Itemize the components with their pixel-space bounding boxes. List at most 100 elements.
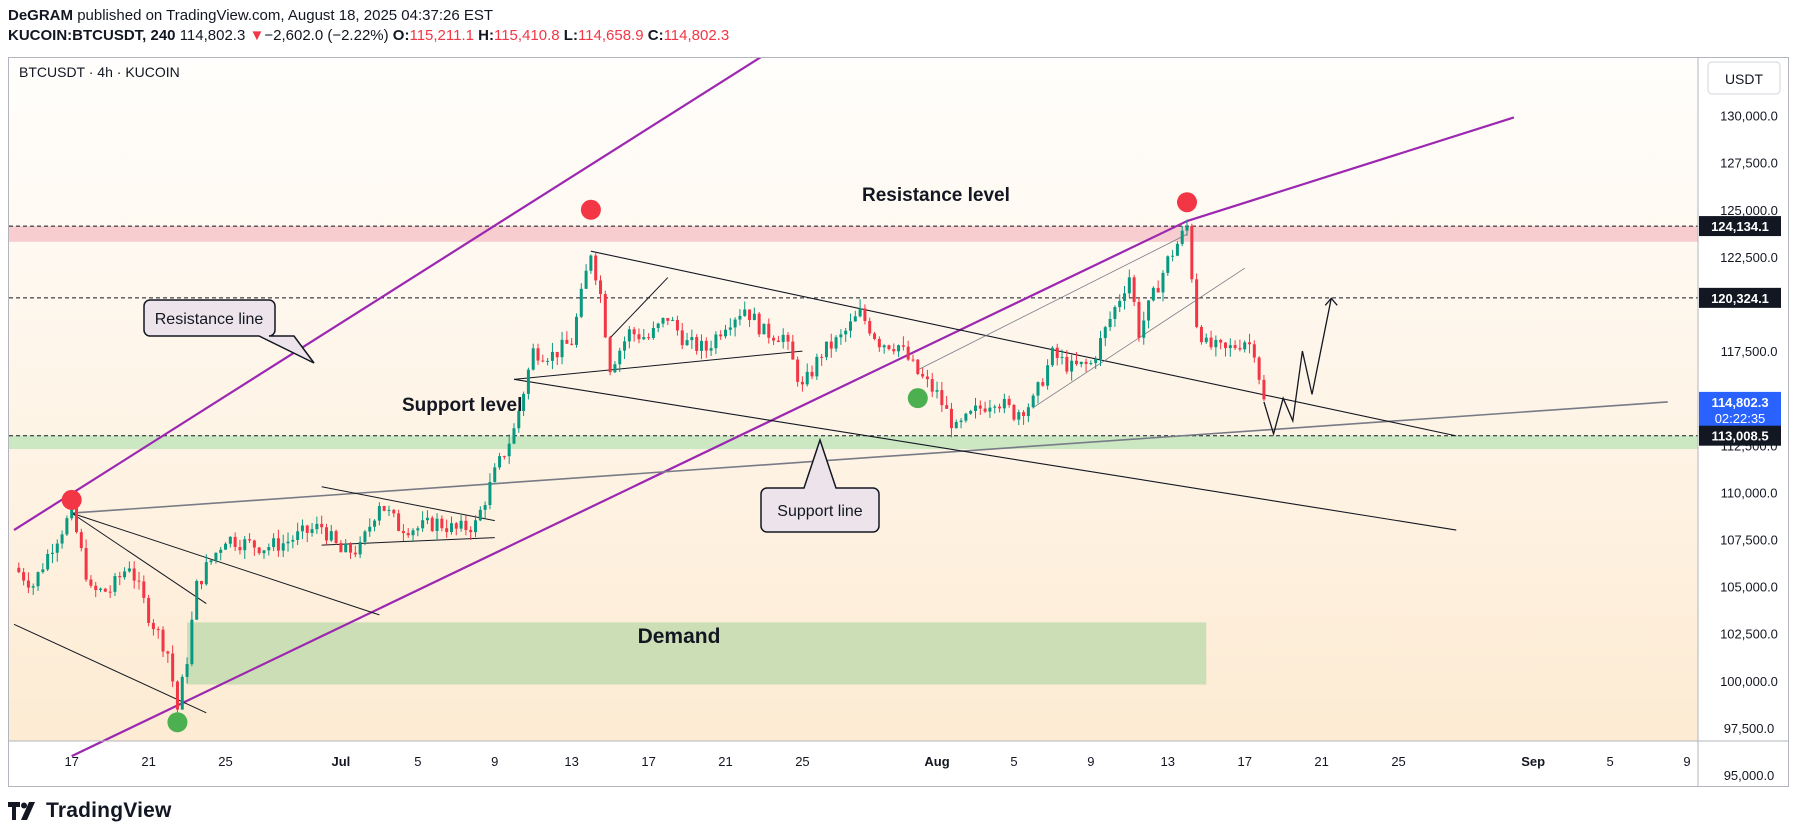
candle[interactable] <box>1151 286 1155 302</box>
candle[interactable] <box>849 313 852 338</box>
candle[interactable] <box>1094 356 1098 370</box>
candle[interactable] <box>1074 351 1078 366</box>
candle[interactable] <box>988 399 992 418</box>
candle[interactable] <box>517 409 521 433</box>
candle[interactable] <box>1050 346 1054 368</box>
candle[interactable] <box>1055 343 1059 366</box>
candle[interactable] <box>166 650 170 663</box>
candle[interactable] <box>401 524 405 542</box>
candle[interactable] <box>118 571 122 586</box>
candle[interactable] <box>1252 340 1256 363</box>
candle[interactable] <box>613 361 617 374</box>
candle[interactable] <box>272 533 276 552</box>
early-down-line-2[interactable] <box>13 623 207 714</box>
candle[interactable] <box>214 552 218 564</box>
candle[interactable] <box>536 343 540 365</box>
candle[interactable] <box>1079 361 1083 368</box>
candle[interactable] <box>685 332 689 346</box>
candle[interactable] <box>805 363 809 387</box>
candle[interactable] <box>810 365 814 380</box>
candle[interactable] <box>416 526 420 537</box>
candle[interactable] <box>358 536 362 559</box>
candle[interactable] <box>127 561 131 573</box>
resistance-line-callout[interactable]: Resistance line <box>143 299 315 364</box>
candle[interactable] <box>733 317 737 337</box>
candle[interactable] <box>565 331 569 344</box>
channel-upper-extension[interactable] <box>1186 116 1515 223</box>
time-axis[interactable]: 17 21 25 Jul 5 9 13 17 21 25 Aug 5 9 13 17 21 25 Sep 5 9 <box>64 754 1690 769</box>
bottom-marker-3[interactable] <box>907 388 928 409</box>
candle[interactable] <box>17 562 21 574</box>
candle[interactable] <box>882 344 886 354</box>
candle[interactable] <box>382 505 386 512</box>
candle[interactable] <box>637 328 641 344</box>
candle[interactable] <box>1026 403 1030 423</box>
candle[interactable] <box>79 528 83 552</box>
candle[interactable] <box>748 309 752 328</box>
candle[interactable] <box>320 515 324 535</box>
candle[interactable] <box>791 334 795 360</box>
candle[interactable] <box>421 511 425 532</box>
candle[interactable] <box>1199 324 1203 345</box>
candle[interactable] <box>546 358 550 366</box>
price-chart[interactable]: Resistance line Support line BTCUSDT · 4h… <box>9 58 1788 786</box>
candle[interactable] <box>1012 403 1016 422</box>
candle[interactable] <box>762 323 766 335</box>
candle[interactable] <box>1171 249 1175 262</box>
top-marker-2[interactable] <box>580 199 601 220</box>
candle[interactable] <box>781 328 785 349</box>
candle[interactable] <box>137 571 141 590</box>
candle[interactable] <box>190 611 194 667</box>
candle[interactable] <box>238 539 242 555</box>
candle[interactable] <box>1103 325 1107 347</box>
symbol-name[interactable]: KUCOIN:BTCUSDT, 240 <box>8 27 176 44</box>
candle[interactable] <box>954 419 958 429</box>
candle[interactable] <box>623 336 627 360</box>
candle[interactable] <box>949 402 953 438</box>
candle[interactable] <box>1243 340 1247 353</box>
candle[interactable] <box>60 530 64 549</box>
candle[interactable] <box>1161 270 1165 302</box>
channel-lower-line[interactable] <box>71 220 1188 758</box>
candle[interactable] <box>570 337 574 346</box>
candle[interactable] <box>1209 330 1213 350</box>
candle[interactable] <box>1137 297 1141 342</box>
candle[interactable] <box>858 299 862 318</box>
projection-path[interactable] <box>1263 298 1332 437</box>
candle[interactable] <box>228 536 232 548</box>
candle[interactable] <box>474 515 478 538</box>
candle[interactable] <box>459 515 463 532</box>
aug-wedge-top[interactable] <box>917 233 1188 371</box>
candle[interactable] <box>464 515 468 536</box>
candle[interactable] <box>180 674 184 710</box>
candle[interactable] <box>834 335 838 352</box>
candle[interactable] <box>964 412 968 423</box>
mid-flag-bottom[interactable] <box>513 350 803 380</box>
candle[interactable] <box>103 587 107 593</box>
candle[interactable] <box>1113 305 1117 327</box>
candle[interactable] <box>695 334 699 355</box>
currency-button[interactable] <box>1707 61 1781 95</box>
candle[interactable] <box>392 508 396 518</box>
candle[interactable] <box>50 543 54 564</box>
candle[interactable] <box>55 539 59 562</box>
candle[interactable] <box>555 351 559 366</box>
candle[interactable] <box>344 539 348 553</box>
top-marker-4[interactable] <box>1177 192 1198 213</box>
candle[interactable] <box>262 550 266 559</box>
candle[interactable] <box>195 579 199 621</box>
candle[interactable] <box>99 587 103 593</box>
candle[interactable] <box>671 316 675 322</box>
candle[interactable] <box>1118 294 1122 313</box>
candle[interactable] <box>132 561 136 589</box>
candle[interactable] <box>397 509 401 532</box>
candle[interactable] <box>1142 311 1146 345</box>
candle[interactable] <box>329 524 333 542</box>
candle[interactable] <box>1166 255 1170 276</box>
candle[interactable] <box>300 519 304 540</box>
candle[interactable] <box>680 322 684 350</box>
candle[interactable] <box>925 369 929 388</box>
early-down-line-3[interactable] <box>71 512 380 616</box>
candle[interactable] <box>315 516 319 534</box>
candle[interactable] <box>945 395 949 409</box>
